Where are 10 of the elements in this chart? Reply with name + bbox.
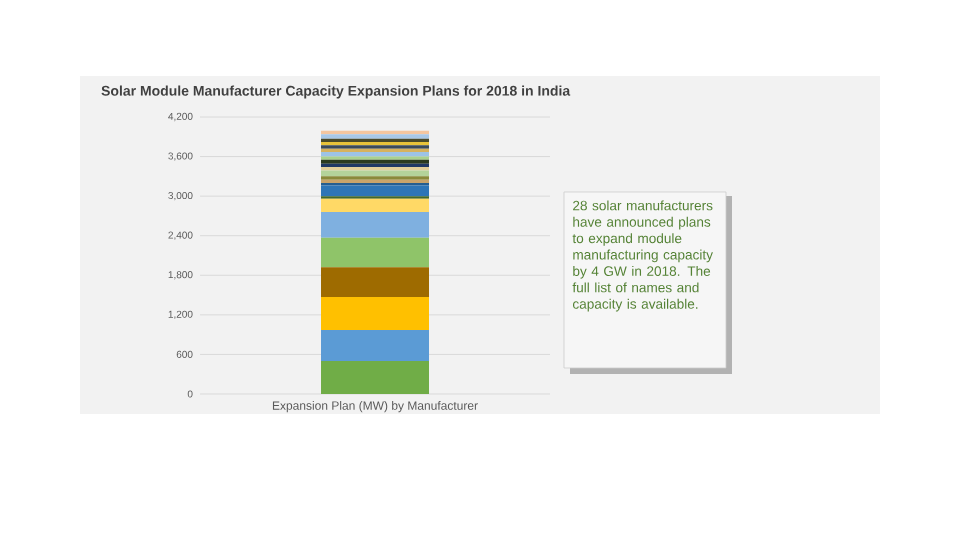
bar — [321, 170, 430, 177]
bar — [321, 267, 430, 298]
bar — [321, 211, 430, 238]
bar — [321, 297, 430, 330]
bar — [321, 185, 430, 197]
bar — [321, 237, 430, 268]
bar — [321, 330, 430, 361]
bar — [321, 361, 430, 394]
bar — [321, 151, 430, 157]
bar — [321, 198, 430, 212]
